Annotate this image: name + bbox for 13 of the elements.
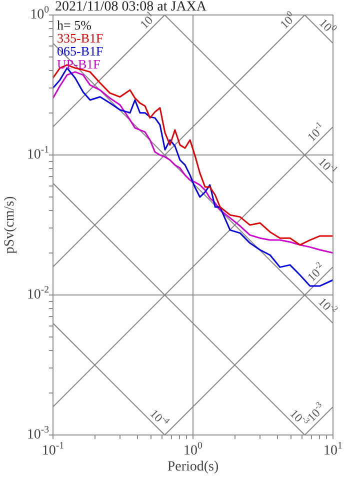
text: 10-2 <box>304 260 324 284</box>
series-label: 335-B1F <box>57 30 104 46</box>
text: 10-1 <box>304 120 324 144</box>
text: 100 <box>277 9 296 32</box>
legend-title: h= 5% <box>57 17 92 32</box>
y-axis-title: pSv(cm/s) <box>2 196 18 254</box>
x-axis-title: Period(s) <box>167 460 219 475</box>
series-label: 065-B1F <box>57 43 104 58</box>
text: 100 <box>316 16 339 34</box>
text: 10-4 <box>147 406 172 426</box>
text: 10-2 <box>316 294 340 314</box>
series-label: UP-B1F <box>57 56 100 72</box>
text: 10-1 <box>316 154 340 174</box>
